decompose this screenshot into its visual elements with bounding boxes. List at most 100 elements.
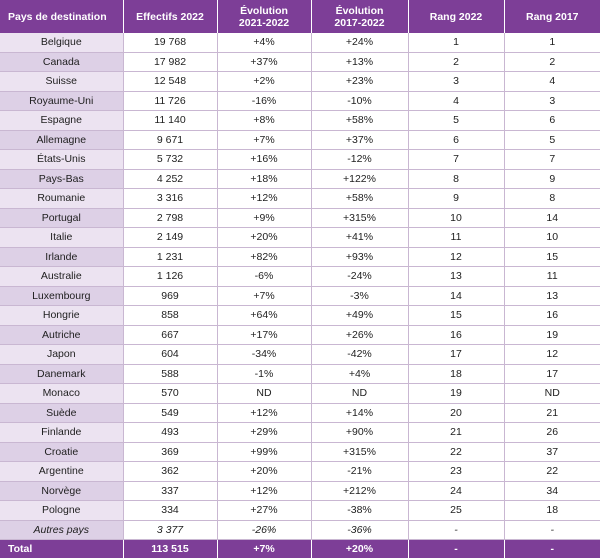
cell-country: Japon <box>0 345 123 365</box>
header-rang-2022: Rang 2022 <box>408 0 504 33</box>
cell-evolution-2021-2022: +12% <box>217 403 311 423</box>
cell-country: Belgique <box>0 33 123 52</box>
cell-effectifs-2022: 334 <box>123 501 217 521</box>
cell-rang-2022: 24 <box>408 481 504 501</box>
cell-evolution-2017-2022: +122% <box>311 169 408 189</box>
cell-effectifs-2022: 11 140 <box>123 111 217 131</box>
cell-evolution-2021-2022: +82% <box>217 247 311 267</box>
total-effectifs: 113 515 <box>123 540 217 558</box>
cell-evolution-2017-2022: +23% <box>311 72 408 92</box>
cell-evolution-2017-2022: -10% <box>311 91 408 111</box>
cell-evolution-2017-2022: +37% <box>311 130 408 150</box>
cell-evolution-2017-2022: -38% <box>311 501 408 521</box>
header-evolution-2021-2022: Évolution 2021-2022 <box>217 0 311 33</box>
cell-evolution-2017-2022: -21% <box>311 462 408 482</box>
header-effectifs-2022: Effectifs 2022 <box>123 0 217 33</box>
header-evolution-2017-2022-line1: Évolution <box>336 5 384 17</box>
cell-country: Danemark <box>0 364 123 384</box>
cell-rang-2022: - <box>408 520 504 540</box>
cell-rang-2017: 9 <box>504 169 600 189</box>
cell-country: Pays-Bas <box>0 169 123 189</box>
cell-country: Autriche <box>0 325 123 345</box>
cell-rang-2017: 11 <box>504 267 600 287</box>
cell-evolution-2021-2022: -6% <box>217 267 311 287</box>
cell-evolution-2017-2022: +58% <box>311 189 408 209</box>
header-rang-2017: Rang 2017 <box>504 0 600 33</box>
cell-evolution-2017-2022: +90% <box>311 423 408 443</box>
cell-rang-2017: 16 <box>504 306 600 326</box>
cell-rang-2022: 10 <box>408 208 504 228</box>
cell-rang-2022: 19 <box>408 384 504 404</box>
cell-rang-2017: 3 <box>504 91 600 111</box>
cell-country: Monaco <box>0 384 123 404</box>
cell-rang-2017: 18 <box>504 501 600 521</box>
cell-rang-2017: 1 <box>504 33 600 52</box>
cell-rang-2017: 14 <box>504 208 600 228</box>
cell-evolution-2021-2022: +17% <box>217 325 311 345</box>
cell-rang-2022: 3 <box>408 72 504 92</box>
cell-evolution-2021-2022: -26% <box>217 520 311 540</box>
cell-effectifs-2022: 11 726 <box>123 91 217 111</box>
cell-evolution-2021-2022: +18% <box>217 169 311 189</box>
cell-rang-2022: 16 <box>408 325 504 345</box>
cell-evolution-2017-2022: +41% <box>311 228 408 248</box>
cell-country: Suisse <box>0 72 123 92</box>
cell-evolution-2021-2022: +16% <box>217 150 311 170</box>
cell-rang-2022: 23 <box>408 462 504 482</box>
cell-evolution-2017-2022: +4% <box>311 364 408 384</box>
cell-country: Canada <box>0 52 123 72</box>
cell-country: Portugal <box>0 208 123 228</box>
cell-evolution-2017-2022: +24% <box>311 33 408 52</box>
cell-evolution-2021-2022: +4% <box>217 33 311 52</box>
cell-country: Finlande <box>0 423 123 443</box>
cell-rang-2022: 14 <box>408 286 504 306</box>
cell-rang-2022: 18 <box>408 364 504 384</box>
cell-rang-2017: ND <box>504 384 600 404</box>
cell-rang-2017: 6 <box>504 111 600 131</box>
cell-rang-2022: 5 <box>408 111 504 131</box>
cell-effectifs-2022: 667 <box>123 325 217 345</box>
cell-effectifs-2022: 3 316 <box>123 189 217 209</box>
cell-rang-2017: 13 <box>504 286 600 306</box>
cell-effectifs-2022: 858 <box>123 306 217 326</box>
cell-country: Autres pays <box>0 520 123 540</box>
cell-country: Hongrie <box>0 306 123 326</box>
cell-rang-2017: 22 <box>504 462 600 482</box>
cell-evolution-2021-2022: +8% <box>217 111 311 131</box>
cell-effectifs-2022: 549 <box>123 403 217 423</box>
cell-rang-2017: 8 <box>504 189 600 209</box>
cell-rang-2022: 12 <box>408 247 504 267</box>
table-header: Pays de destination Effectifs 2022 Évolu… <box>0 0 600 33</box>
cell-effectifs-2022: 604 <box>123 345 217 365</box>
header-evolution-2021-2022-line2: 2021-2022 <box>239 17 289 29</box>
cell-rang-2017: 17 <box>504 364 600 384</box>
cell-rang-2017: 4 <box>504 72 600 92</box>
total-evolution-2021-2022: +7% <box>217 540 311 558</box>
cell-effectifs-2022: 337 <box>123 481 217 501</box>
cell-evolution-2021-2022: +7% <box>217 286 311 306</box>
cell-rang-2017: 5 <box>504 130 600 150</box>
cell-country: Pologne <box>0 501 123 521</box>
cell-effectifs-2022: 2 798 <box>123 208 217 228</box>
header-country: Pays de destination <box>0 0 123 33</box>
cell-rang-2017: 26 <box>504 423 600 443</box>
cell-evolution-2021-2022: ND <box>217 384 311 404</box>
cell-rang-2022: 8 <box>408 169 504 189</box>
cell-effectifs-2022: 2 149 <box>123 228 217 248</box>
